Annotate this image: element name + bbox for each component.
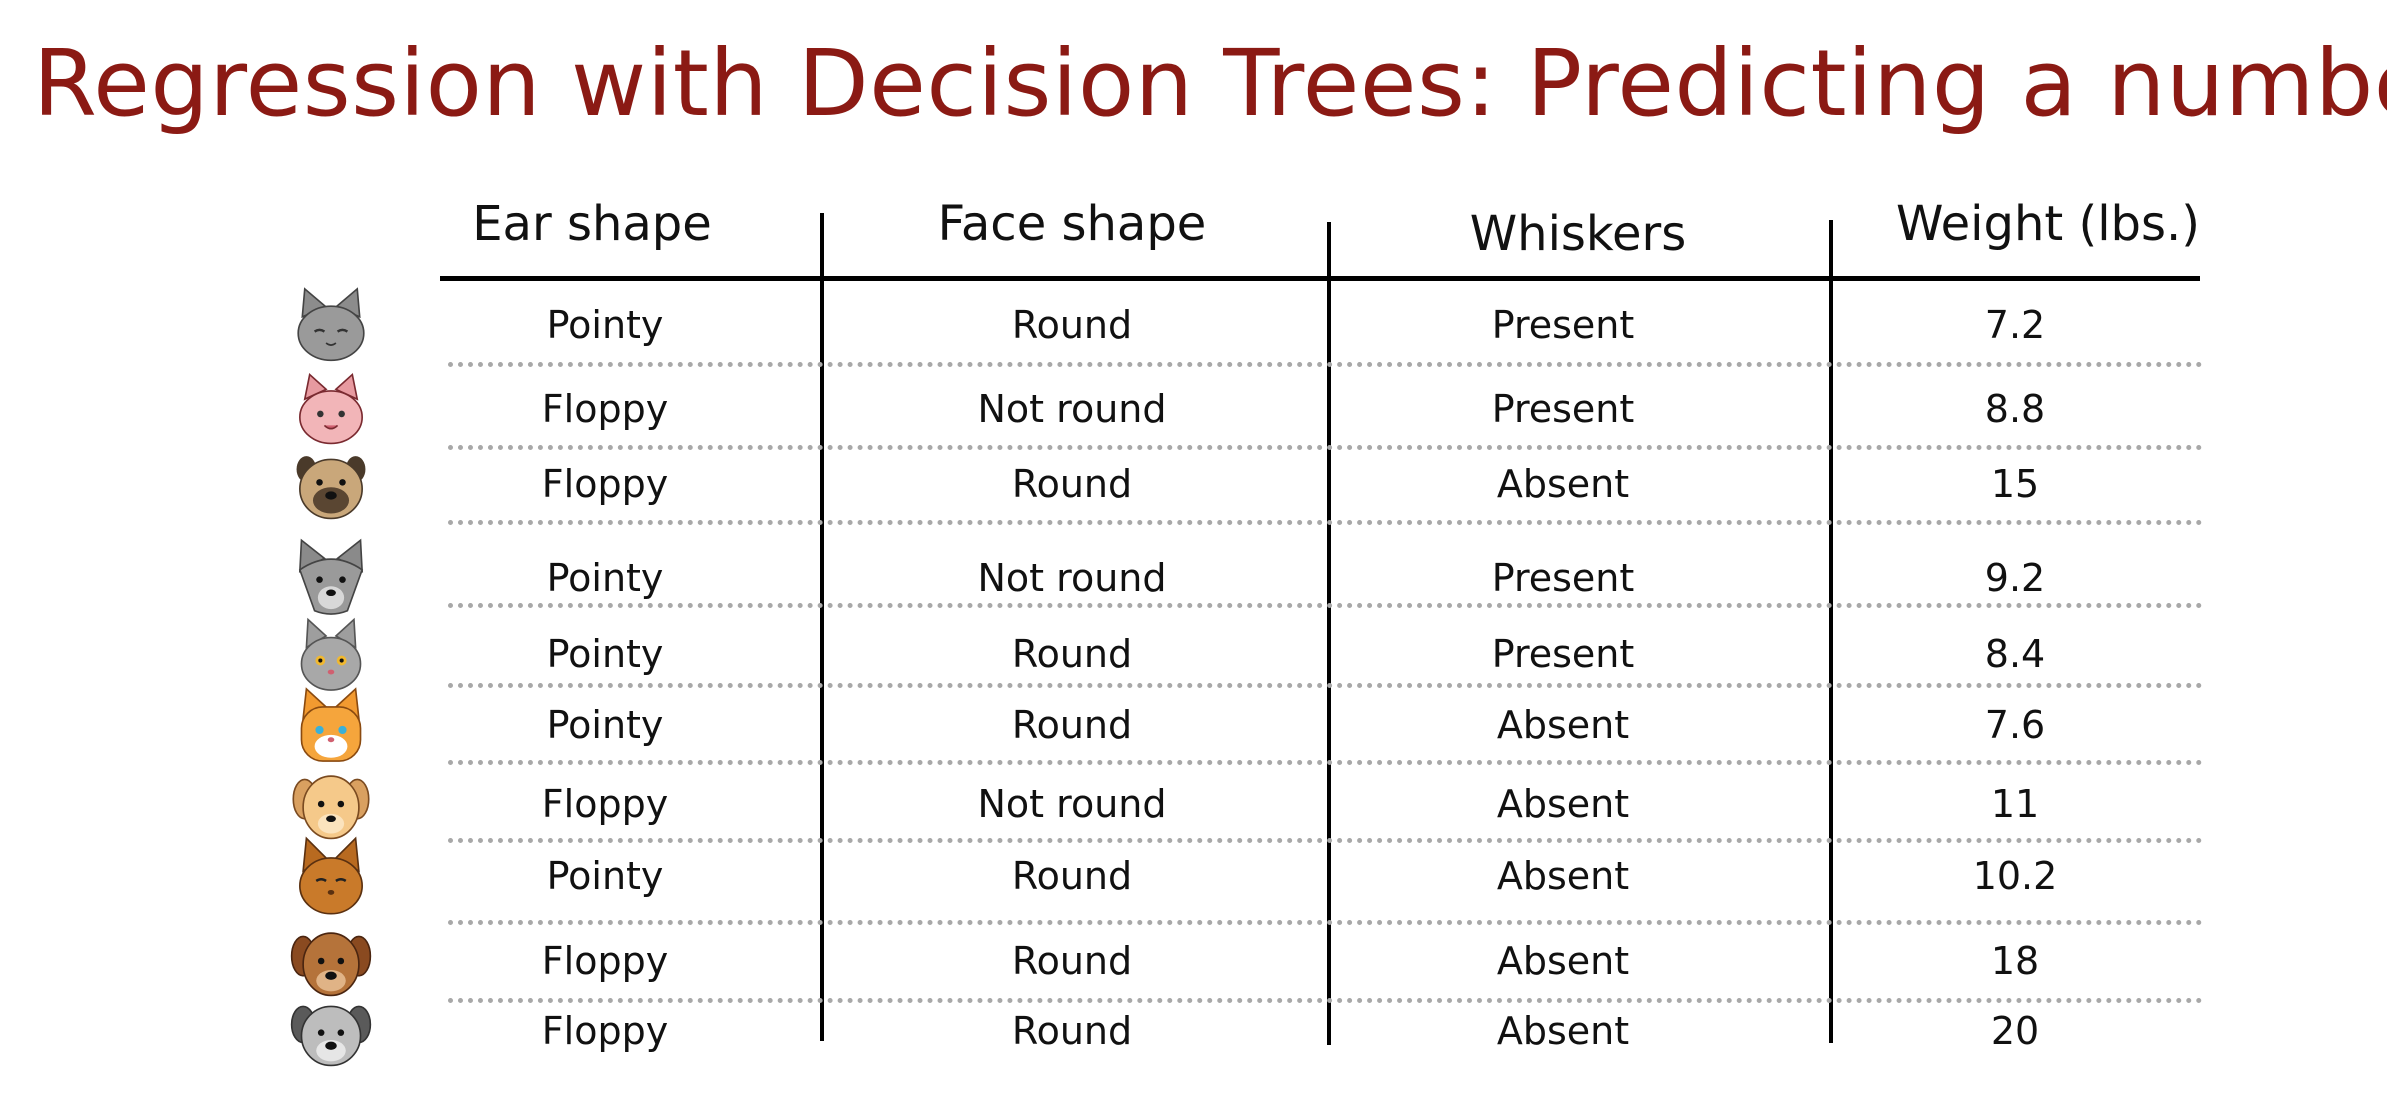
column-divider xyxy=(820,213,824,1041)
cell-weight: 8.8 xyxy=(1984,387,2046,431)
cell-face-shape: Round xyxy=(1011,303,1133,347)
gray-dog-icon xyxy=(290,990,372,1072)
cell-face-shape: Not round xyxy=(977,556,1167,600)
cell-weight: 20 xyxy=(1990,1009,2040,1053)
row-separator xyxy=(448,998,2203,1003)
cell-weight: 8.4 xyxy=(1984,632,2046,676)
cell-face-shape: Round xyxy=(1011,854,1133,898)
row-separator xyxy=(448,445,2203,450)
header-weight: Weight (lbs.) xyxy=(1895,196,2201,252)
orange-cat-icon xyxy=(290,684,372,766)
header-ear-shape: Ear shape xyxy=(472,196,712,252)
cell-face-shape: Round xyxy=(1011,939,1133,983)
cell-weight: 11 xyxy=(1990,782,2040,826)
cell-whiskers: Present xyxy=(1491,632,1635,676)
pug-dog-icon xyxy=(290,443,372,525)
cell-ear-shape: Floppy xyxy=(541,782,669,826)
cell-whiskers: Present xyxy=(1491,387,1635,431)
row-separator xyxy=(448,683,2203,688)
cell-weight: 10.2 xyxy=(1972,854,2058,898)
brown-cat-icon xyxy=(290,835,372,917)
row-separator xyxy=(448,920,2203,925)
column-divider xyxy=(1327,222,1331,1045)
row-separator xyxy=(448,520,2203,525)
cell-weight: 18 xyxy=(1990,939,2040,983)
cell-ear-shape: Pointy xyxy=(546,556,664,600)
cell-face-shape: Round xyxy=(1011,462,1133,506)
cell-weight: 7.6 xyxy=(1984,703,2046,747)
pink-cat-icon xyxy=(290,368,372,450)
cell-face-shape: Round xyxy=(1011,703,1133,747)
cell-ear-shape: Pointy xyxy=(546,703,664,747)
cell-whiskers: Absent xyxy=(1496,939,1630,983)
row-separator xyxy=(448,838,2203,843)
cell-weight: 9.2 xyxy=(1984,556,2046,600)
cell-whiskers: Absent xyxy=(1496,1009,1630,1053)
cell-whiskers: Present xyxy=(1491,556,1635,600)
tan-dog-icon xyxy=(290,763,372,845)
cell-ear-shape: Pointy xyxy=(546,854,664,898)
cell-face-shape: Not round xyxy=(977,782,1167,826)
cell-whiskers: Absent xyxy=(1496,703,1630,747)
cell-whiskers: Present xyxy=(1491,303,1635,347)
cell-face-shape: Not round xyxy=(977,387,1167,431)
cell-ear-shape: Floppy xyxy=(541,939,669,983)
gray-cat-icon xyxy=(290,284,372,366)
header-whiskers: Whiskers xyxy=(1469,206,1687,262)
cell-ear-shape: Pointy xyxy=(546,632,664,676)
column-divider xyxy=(1829,220,1833,1043)
cell-weight: 15 xyxy=(1990,462,2040,506)
row-separator xyxy=(448,760,2203,765)
cell-ear-shape: Floppy xyxy=(541,1009,669,1053)
row-separator xyxy=(448,362,2203,367)
cell-weight: 7.2 xyxy=(1984,303,2046,347)
cell-whiskers: Absent xyxy=(1496,782,1630,826)
cell-whiskers: Absent xyxy=(1496,854,1630,898)
cell-ear-shape: Pointy xyxy=(546,303,664,347)
cell-ear-shape: Floppy xyxy=(541,462,669,506)
gray-kitten-icon xyxy=(290,613,372,695)
cell-ear-shape: Floppy xyxy=(541,387,669,431)
cell-whiskers: Absent xyxy=(1496,462,1630,506)
cell-face-shape: Round xyxy=(1011,1009,1133,1053)
row-separator xyxy=(448,603,2203,608)
cell-face-shape: Round xyxy=(1011,632,1133,676)
slide-title: Regression with Decision Trees: Predicti… xyxy=(33,30,2387,137)
brown-dog-icon xyxy=(290,920,372,1002)
header-face-shape: Face shape xyxy=(937,196,1207,252)
header-rule xyxy=(440,276,2200,281)
gray-wolf-dog-icon xyxy=(290,537,372,619)
